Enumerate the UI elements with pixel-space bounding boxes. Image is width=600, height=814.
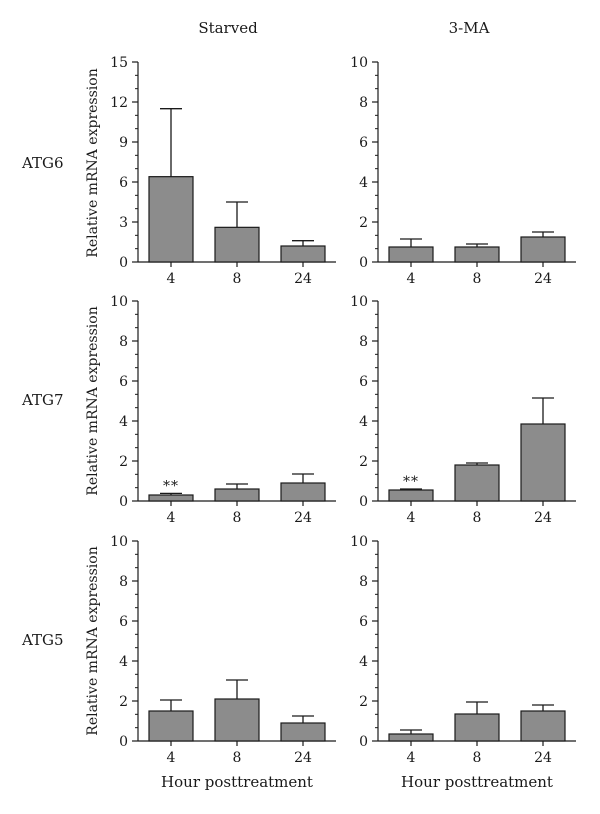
panel-atg6-starved-y-tick-label: 3 <box>119 215 128 231</box>
panel-atg7-starved-y-tick-label: 8 <box>119 334 128 350</box>
panel-atg6-starved-bar <box>214 226 260 263</box>
panel-atg6-starved-y-tick-label: 15 <box>110 55 128 71</box>
panel-atg7-starved-y-tick-label: 0 <box>119 494 128 510</box>
panel-atg6-3ma-x-tick-label: 4 <box>407 271 416 287</box>
panel-atg6-3ma-bar <box>520 236 566 263</box>
panel-atg5-starved-x-tick-label: 24 <box>294 750 312 766</box>
panel-atg5-3ma-x-tick-label: 24 <box>534 750 552 766</box>
panel-atg6-starved-bar <box>148 176 194 263</box>
panel-atg5-starved-y-tick-label: 4 <box>119 654 128 670</box>
panel-atg6-3ma-y-tick-label: 10 <box>350 55 368 71</box>
panel-atg5-starved-y-tick-label: 8 <box>119 574 128 590</box>
panel-atg5-3ma-x-tick-label: 4 <box>407 750 416 766</box>
panel-atg6-3ma-bar <box>388 246 434 263</box>
panel-atg5-starved-y-tick-label: 2 <box>119 694 128 710</box>
panel-atg7-3ma-x-tick-label: 4 <box>407 510 416 526</box>
row-label-atg5: ATG5 <box>21 631 64 649</box>
panel-atg7-starved-x-tick-label: 24 <box>294 510 312 526</box>
panel-atg5-3ma-y-tick-label: 8 <box>359 574 368 590</box>
panel-atg6-starved-x-tick-label: 24 <box>294 271 312 287</box>
panel-atg7-3ma-y-tick-label: 6 <box>359 374 368 390</box>
column-title-starved: Starved <box>198 19 258 37</box>
panel-atg5-3ma-y-tick-label: 6 <box>359 614 368 630</box>
panel-atg7-3ma-bar <box>388 489 434 502</box>
panel-atg6-3ma-y-tick-label: 0 <box>359 255 368 271</box>
panel-atg5-starved-x-tick-label: 4 <box>167 750 176 766</box>
panel-atg7-starved-x-tick-label: 8 <box>233 510 242 526</box>
x-axis-label-starved: Hour posttreatment <box>161 773 313 791</box>
panel-atg5-starved-x-tick-label: 8 <box>233 750 242 766</box>
panel-atg5-3ma-bar <box>388 733 434 742</box>
panel-atg6-3ma-y-tick-label: 4 <box>359 175 368 191</box>
panel-atg6-3ma-y-tick-label: 2 <box>359 215 368 231</box>
panel-atg6-starved-y-tick-label: 12 <box>110 95 128 111</box>
panel-atg7-3ma-y-tick-label: 8 <box>359 334 368 350</box>
column-title-3ma: 3-MA <box>449 19 490 37</box>
y-axis-label-row-3: Relative mRNA expression <box>85 546 101 735</box>
panel-atg5-3ma-bar <box>454 713 500 742</box>
panel-atg7-starved-bar <box>148 494 194 502</box>
panel-atg6-3ma-x-tick-label: 8 <box>473 271 482 287</box>
panel-atg5-3ma-bar <box>520 710 566 742</box>
panel-atg7-starved-y-tick-label: 2 <box>119 454 128 470</box>
panel-atg7-3ma-bar <box>520 423 566 502</box>
panel-atg7-3ma-bar <box>454 464 500 502</box>
panel-atg6-starved-x-tick-label: 4 <box>167 271 176 287</box>
panel-atg6-3ma-y-tick-label: 8 <box>359 95 368 111</box>
panel-atg5-3ma-y-tick-label: 4 <box>359 654 368 670</box>
panel-atg6-starved-y-tick-label: 6 <box>119 175 128 191</box>
panel-atg6-starved-y-tick-label: 0 <box>119 255 128 271</box>
panel-atg7-3ma-y-tick-label: 0 <box>359 494 368 510</box>
panel-atg5-starved-bar <box>280 722 326 742</box>
panel-atg7-starved-y-tick-label: 4 <box>119 414 128 430</box>
panel-atg6-3ma-bar <box>454 246 500 263</box>
panel-atg5-starved-y-tick-label: 0 <box>119 734 128 750</box>
y-axis-label-row-1: Relative mRNA expression <box>85 68 101 257</box>
panel-atg7-starved-y-tick-label: 6 <box>119 374 128 390</box>
panel-atg6-3ma-y-tick-label: 6 <box>359 135 368 151</box>
panel-atg7-3ma-y-tick-label: 4 <box>359 414 368 430</box>
panel-atg5-starved-bar <box>148 710 194 742</box>
panel-atg7-starved-bar <box>280 482 326 502</box>
panel-atg7-3ma-y-tick-label: 2 <box>359 454 368 470</box>
panel-atg5-3ma-y-tick-label: 0 <box>359 734 368 750</box>
x-axis-label-3ma: Hour posttreatment <box>401 773 553 791</box>
panel-atg5-3ma-y-tick-label: 2 <box>359 694 368 710</box>
panel-atg7-starved-x-tick-label: 4 <box>167 510 176 526</box>
panel-atg7-3ma-x-tick-label: 24 <box>534 510 552 526</box>
panel-atg6-starved: 0 3 6 9 12 15 4 8 24 <box>110 55 336 287</box>
panel-atg5-starved-bar <box>214 698 260 742</box>
panel-atg5-starved-y-tick-label: 10 <box>110 534 128 550</box>
panel-atg5-starved-y-tick-label: 6 <box>119 614 128 630</box>
panel-atg6-starved-x-tick-label: 8 <box>233 271 242 287</box>
y-axis-label-row-2: Relative mRNA expression <box>85 306 101 495</box>
panel-atg6-starved-bar <box>280 245 326 263</box>
panel-atg7-starved-bar <box>214 488 260 502</box>
panel-atg7-starved-significance-mark: ** <box>163 478 179 494</box>
panel-atg6-starved-y-tick-label: 9 <box>119 135 128 151</box>
row-label-atg7: ATG7 <box>21 391 64 409</box>
panel-atg6-3ma-x-tick-label: 24 <box>534 271 552 287</box>
row-label-atg6: ATG6 <box>21 154 64 172</box>
panel-atg7-3ma-y-tick-label: 10 <box>350 294 368 310</box>
panel-atg5-3ma-x-tick-label: 8 <box>473 750 482 766</box>
panel-atg7-3ma-significance-mark: ** <box>403 474 419 490</box>
panel-atg7-starved-y-tick-label: 10 <box>110 294 128 310</box>
panel-atg7-3ma-x-tick-label: 8 <box>473 510 482 526</box>
panel-atg5-3ma-y-tick-label: 10 <box>350 534 368 550</box>
